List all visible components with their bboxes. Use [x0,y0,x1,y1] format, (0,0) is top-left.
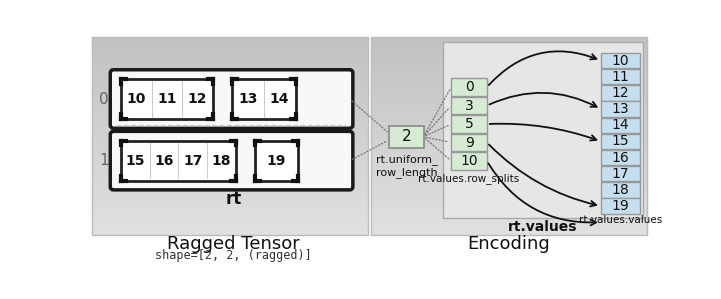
Text: rt: rt [226,190,242,208]
FancyBboxPatch shape [121,79,213,119]
Text: 10: 10 [127,92,146,106]
Text: rt.values.values: rt.values.values [578,214,662,225]
Text: 16: 16 [611,150,629,164]
Text: 5: 5 [465,117,474,131]
FancyBboxPatch shape [601,134,640,149]
Text: 12: 12 [611,86,629,100]
FancyBboxPatch shape [601,150,640,165]
FancyBboxPatch shape [110,131,353,190]
Text: rt.values: rt.values [508,220,578,234]
Text: 19: 19 [267,154,286,168]
Text: 10: 10 [611,54,629,68]
Text: 14: 14 [270,92,289,106]
Text: Ragged Tensor: Ragged Tensor [167,235,300,253]
FancyBboxPatch shape [601,53,640,68]
Text: 15: 15 [125,154,145,168]
FancyBboxPatch shape [451,152,487,170]
Text: 12: 12 [187,92,207,106]
Text: rt.uniform_
row_length: rt.uniform_ row_length [376,155,437,178]
Text: 17: 17 [183,154,203,168]
Text: 2: 2 [402,129,411,144]
FancyBboxPatch shape [451,115,487,133]
FancyBboxPatch shape [121,141,236,181]
Text: Encoding: Encoding [467,235,550,253]
FancyBboxPatch shape [443,42,642,218]
FancyBboxPatch shape [601,101,640,117]
FancyBboxPatch shape [601,118,640,133]
Text: 16: 16 [154,154,174,168]
FancyBboxPatch shape [389,126,424,147]
Text: shape=[2, 2, (ragged)]: shape=[2, 2, (ragged)] [155,249,312,262]
Text: 11: 11 [157,92,177,106]
Text: 17: 17 [611,167,629,181]
FancyBboxPatch shape [232,79,296,119]
FancyBboxPatch shape [451,78,487,96]
Text: 14: 14 [611,118,629,132]
Text: 18: 18 [611,183,629,197]
Text: 1: 1 [99,153,109,168]
Text: 18: 18 [212,154,231,168]
Text: 10: 10 [460,154,478,168]
Text: 13: 13 [238,92,257,106]
Text: 0: 0 [465,80,474,94]
FancyBboxPatch shape [451,134,487,151]
Text: 9: 9 [464,135,474,150]
Text: 13: 13 [611,102,629,116]
Text: 3: 3 [465,99,474,112]
FancyBboxPatch shape [110,70,353,128]
FancyBboxPatch shape [601,69,640,84]
Text: 11: 11 [611,70,629,84]
Text: 0: 0 [99,91,109,106]
FancyBboxPatch shape [601,85,640,100]
Text: 19: 19 [611,199,629,213]
Text: 15: 15 [611,134,629,148]
FancyBboxPatch shape [601,166,640,181]
FancyBboxPatch shape [601,182,640,198]
Text: rt.values.row_splits: rt.values.row_splits [418,173,520,184]
FancyBboxPatch shape [601,198,640,214]
FancyBboxPatch shape [451,97,487,115]
FancyBboxPatch shape [255,141,298,181]
